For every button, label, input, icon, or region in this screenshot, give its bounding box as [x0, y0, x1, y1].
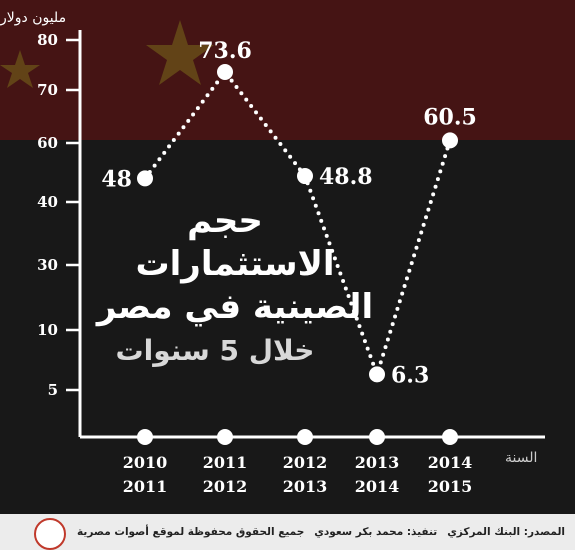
x-tick-dot	[297, 429, 313, 445]
x-tick-label: 2014	[428, 453, 473, 472]
x-axis-label: السنة	[505, 450, 537, 466]
x-tick-label: 2012	[283, 453, 328, 472]
data-point	[369, 366, 385, 383]
background	[0, 0, 575, 140]
x-tick-label: 2011	[123, 477, 168, 496]
y-tick-label: 30	[37, 256, 58, 274]
title-line-2: الاستثمارات	[135, 244, 334, 284]
x-tick-label: 2010	[123, 453, 168, 472]
x-tick-label: 2011	[203, 453, 248, 472]
data-point	[442, 132, 458, 149]
x-tick-label: 2012	[203, 477, 248, 496]
x-tick-dot	[137, 429, 153, 445]
x-tick-dot	[442, 429, 458, 445]
x-ticks: 2010 2011 2011 2012 2012 2013 2013 2014 2014 2015	[123, 429, 473, 496]
chart-title: حجم الاستثمارات الصينية في مصر خلال 5 سن…	[95, 201, 373, 367]
title-line-1: حجم	[187, 201, 263, 241]
x-tick-label: 2013	[283, 477, 328, 496]
x-tick-dot	[369, 429, 385, 445]
x-tick-dot	[217, 429, 233, 445]
data-point	[137, 170, 153, 187]
site-logo	[34, 518, 66, 550]
chart-subtitle: خلال 5 سنوات	[116, 334, 315, 367]
footer-credit: تنفيذ: محمد بكر سعودي	[314, 526, 438, 538]
y-tick-label: 40	[37, 193, 58, 211]
data-label: 48	[101, 166, 132, 192]
y-tick-label: 10	[37, 321, 58, 339]
data-label: 73.6	[198, 38, 252, 64]
y-tick-label: 60	[37, 134, 58, 152]
data-points: 48 73.6 48.8 6.3 60.5	[101, 38, 476, 388]
title-line-3: الصينية في مصر	[95, 287, 373, 327]
footer-rights: جميع الحقوق محفوظة لموقع أصوات مصرية	[77, 526, 305, 538]
data-point	[297, 168, 313, 185]
data-point	[217, 64, 233, 80]
y-ticks: 80 70 60 40 30 10 5	[37, 31, 80, 399]
footer-source: المصدر: البنك المركزي	[447, 526, 565, 538]
y-tick-label: 70	[37, 81, 58, 99]
y-tick-label: 80	[37, 31, 58, 49]
x-tick-label: 2014	[355, 477, 400, 496]
footer: المصدر: البنك المركزي تنفيذ: محمد بكر سع…	[0, 514, 575, 550]
data-label: 48.8	[319, 164, 373, 190]
data-label: 60.5	[423, 104, 477, 130]
y-tick-label: 5	[48, 381, 58, 399]
x-tick-label: 2015	[428, 477, 473, 496]
x-tick-label: 2013	[355, 453, 400, 472]
data-label: 6.3	[391, 362, 429, 388]
unit-label: مليون دولار	[0, 10, 66, 26]
